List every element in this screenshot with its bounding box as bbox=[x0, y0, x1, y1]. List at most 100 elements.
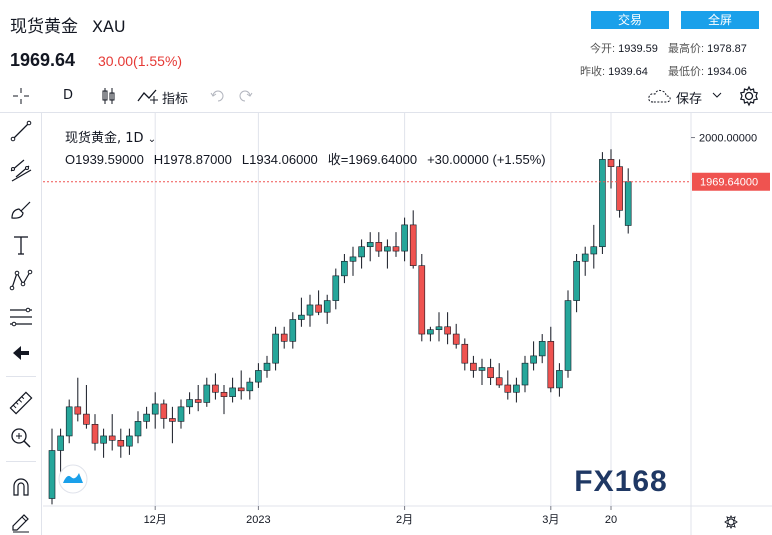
redo-icon[interactable] bbox=[236, 87, 254, 109]
candle bbox=[237, 370, 245, 400]
save-button[interactable]: 保存 bbox=[676, 92, 703, 107]
lock-drawing-icon[interactable] bbox=[9, 510, 33, 534]
candle-body bbox=[332, 275, 340, 301]
candle-body bbox=[341, 260, 348, 277]
candle-body bbox=[186, 399, 193, 408]
candle-body bbox=[280, 333, 288, 342]
candle-body bbox=[323, 300, 331, 313]
toolbar-divider bbox=[0, 112, 772, 113]
candle bbox=[263, 355, 271, 378]
candle-body bbox=[470, 362, 477, 371]
chart-legend-title[interactable]: 现货黄金, 1D ⌄ bbox=[65, 131, 157, 146]
candle-body bbox=[530, 355, 537, 364]
last-price-badge bbox=[692, 172, 770, 191]
candle-body bbox=[143, 413, 150, 422]
candle-body bbox=[366, 242, 374, 248]
candle bbox=[126, 428, 133, 455]
tradingview-logo-icon[interactable] bbox=[58, 464, 88, 494]
candle-body bbox=[444, 326, 451, 335]
candle-body bbox=[409, 224, 417, 266]
candle-body bbox=[100, 435, 107, 444]
candle-body bbox=[624, 181, 632, 226]
candle bbox=[375, 232, 383, 257]
candle bbox=[573, 254, 580, 313]
candle-body bbox=[599, 159, 606, 248]
legend-change: +30.00000 (+1.55%) bbox=[427, 152, 546, 167]
candle bbox=[366, 232, 374, 262]
fib-retracement-icon[interactable] bbox=[9, 305, 33, 329]
brush-icon[interactable] bbox=[9, 198, 33, 222]
legend-high: H1978.87000 bbox=[153, 152, 232, 167]
candle-body bbox=[478, 367, 486, 371]
candle bbox=[151, 392, 159, 429]
chevron-down-icon[interactable] bbox=[711, 88, 723, 106]
cloud-icon[interactable] bbox=[647, 87, 673, 109]
candle bbox=[48, 428, 56, 505]
candle bbox=[461, 338, 469, 371]
crosshair-icon[interactable] bbox=[10, 82, 32, 112]
sidebar-divider bbox=[6, 461, 36, 462]
time-tick-label: 2023 bbox=[246, 514, 270, 526]
candle-body bbox=[272, 333, 279, 364]
candle-body bbox=[547, 341, 555, 389]
undo-icon[interactable] bbox=[209, 87, 227, 109]
candle-body bbox=[289, 319, 297, 342]
interval-selector[interactable]: D bbox=[63, 88, 74, 103]
candle bbox=[272, 326, 279, 371]
candle bbox=[306, 294, 314, 327]
candle-body bbox=[74, 406, 82, 415]
candle bbox=[564, 290, 572, 378]
candle bbox=[255, 363, 262, 388]
candle-body bbox=[194, 399, 202, 403]
candle-body bbox=[349, 256, 357, 262]
candle-body bbox=[117, 440, 125, 447]
candle bbox=[384, 239, 391, 269]
price-chart[interactable]: 12月 2023 2月 3月 20 2000.00000 1969.64000 FX168 bbox=[43, 113, 772, 535]
candle bbox=[74, 377, 82, 422]
candle bbox=[194, 385, 202, 412]
trade-button[interactable]: 交易 bbox=[591, 11, 669, 29]
candle-body bbox=[452, 333, 460, 345]
candle-body bbox=[375, 242, 383, 252]
candle-type-icon[interactable] bbox=[101, 86, 117, 110]
candle-body bbox=[581, 253, 589, 262]
candle bbox=[590, 224, 598, 269]
drawing-tools-sidebar bbox=[0, 113, 42, 535]
ruler-icon[interactable] bbox=[9, 391, 33, 415]
stat-low: 最低价: 1934.06 bbox=[668, 66, 747, 78]
candle-body bbox=[57, 435, 64, 451]
candle-body bbox=[392, 246, 400, 252]
candle bbox=[280, 326, 288, 349]
indicators-icon[interactable] bbox=[137, 86, 159, 110]
gear-icon[interactable] bbox=[738, 85, 760, 111]
candlestick-chart-svg[interactable]: 12月 2023 2月 3月 20 2000.00000 1969.64000 FX168 bbox=[43, 113, 772, 535]
indicators-button[interactable]: 指标 bbox=[162, 92, 189, 107]
candle bbox=[427, 326, 434, 342]
parallel-channel-icon[interactable] bbox=[9, 158, 33, 182]
magnet-icon[interactable] bbox=[9, 475, 33, 499]
candle-body bbox=[358, 246, 365, 258]
chevron-down-icon: ⌄ bbox=[147, 134, 157, 145]
time-axis-settings-icon[interactable] bbox=[724, 514, 738, 530]
candle-body bbox=[48, 450, 56, 499]
candle bbox=[599, 152, 606, 254]
legend-low: L1934.06000 bbox=[241, 152, 318, 167]
sidebar-divider bbox=[6, 376, 36, 377]
candle bbox=[581, 246, 589, 276]
arrow-left-icon[interactable] bbox=[9, 341, 33, 365]
trend-line-icon[interactable] bbox=[9, 119, 33, 143]
candle bbox=[513, 377, 520, 403]
price-change: 30.00(1.55%) bbox=[98, 53, 183, 69]
stat-prev-close: 昨收: 1939.64 bbox=[580, 66, 648, 78]
text-tool-icon[interactable] bbox=[9, 233, 33, 257]
fullscreen-button[interactable]: 全屏 bbox=[681, 11, 759, 29]
candle-body bbox=[108, 435, 116, 441]
candle-body bbox=[91, 423, 99, 444]
candle-body bbox=[263, 362, 271, 371]
zoom-in-icon[interactable] bbox=[9, 426, 33, 450]
candle-body bbox=[384, 246, 391, 252]
candle bbox=[538, 334, 546, 364]
stat-high: 最高价: 1978.87 bbox=[668, 43, 747, 55]
time-tick-label: 12月 bbox=[144, 514, 167, 526]
pattern-tool-icon[interactable] bbox=[9, 268, 33, 292]
